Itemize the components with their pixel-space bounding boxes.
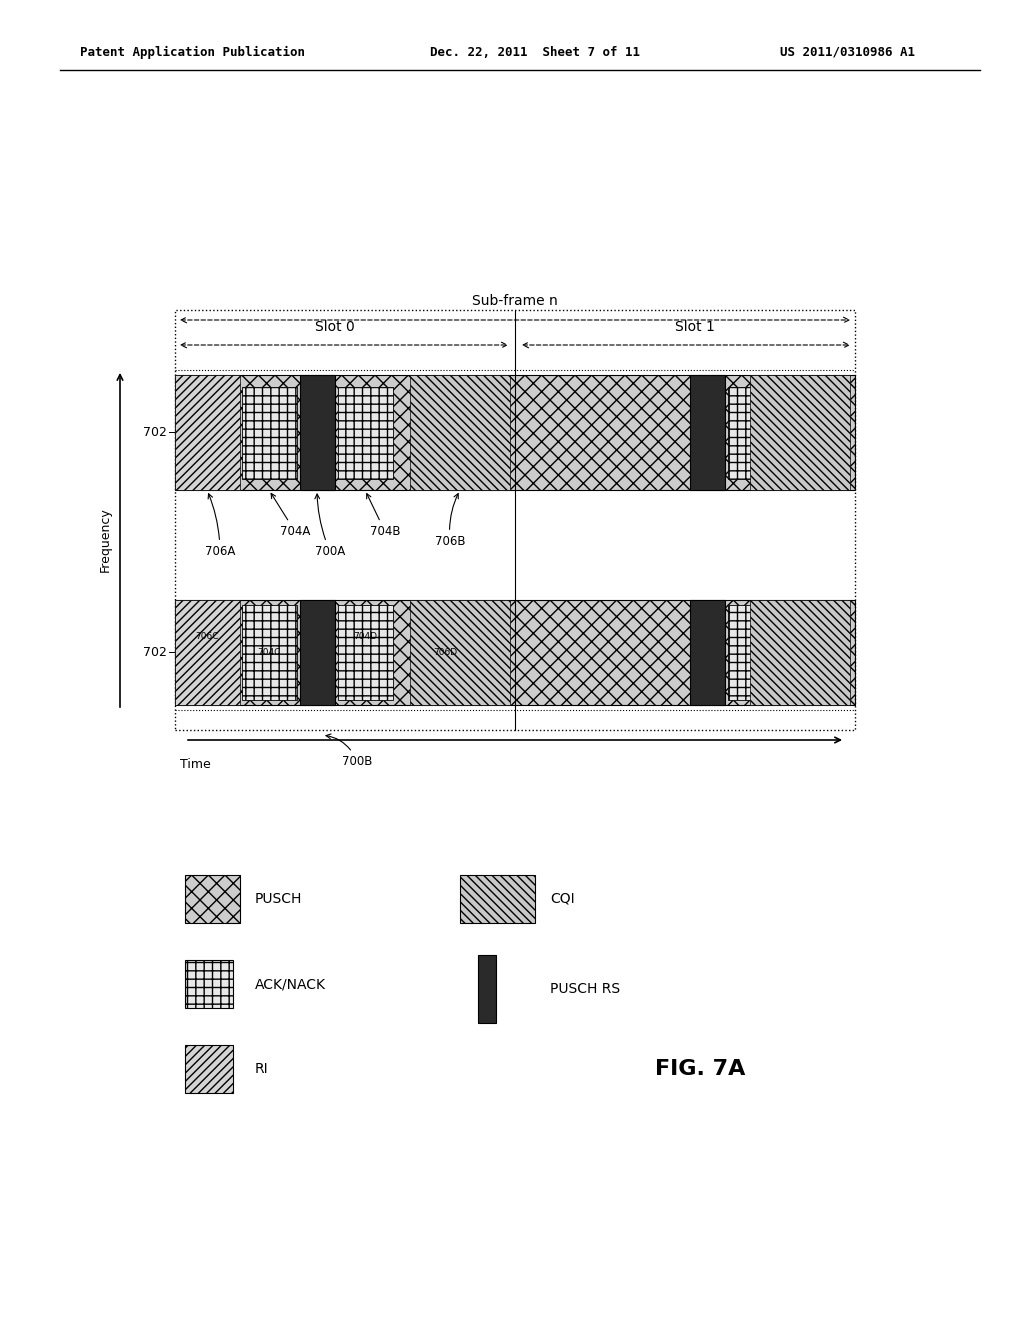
Text: 704D: 704D [353, 632, 377, 642]
Bar [300, 375, 335, 490]
Bar [242, 387, 297, 479]
Bar [175, 601, 240, 705]
Text: RI: RI [255, 1063, 268, 1076]
Bar [410, 375, 510, 490]
Text: Patent Application Publication: Patent Application Publication [80, 45, 305, 58]
Text: 704A: 704A [271, 494, 310, 539]
Text: 702: 702 [143, 425, 167, 438]
Bar [185, 960, 233, 1008]
Bar [728, 606, 783, 700]
Text: 706A: 706A [205, 494, 236, 558]
Text: PUSCH RS: PUSCH RS [550, 982, 621, 997]
Bar [410, 601, 510, 705]
Text: Slot 1: Slot 1 [675, 319, 715, 334]
Bar [750, 375, 850, 490]
Bar [185, 1045, 233, 1093]
Text: Slot 0: Slot 0 [315, 319, 355, 334]
Text: PUSCH: PUSCH [255, 892, 302, 906]
Bar [728, 387, 783, 479]
Text: Frequency: Frequency [98, 508, 112, 573]
Bar [338, 606, 393, 700]
Bar [242, 606, 297, 700]
Bar [175, 375, 240, 490]
Bar [690, 375, 725, 490]
Text: 700B: 700B [326, 734, 372, 768]
Bar [478, 954, 496, 1023]
Text: 702: 702 [143, 645, 167, 659]
Text: Sub-frame n: Sub-frame n [472, 294, 558, 308]
Text: US 2011/0310986 A1: US 2011/0310986 A1 [780, 45, 915, 58]
Text: Time: Time [180, 758, 211, 771]
Text: ACK/NACK: ACK/NACK [255, 977, 326, 991]
Text: 706B: 706B [435, 494, 465, 548]
Text: FIG. 7A: FIG. 7A [654, 1059, 745, 1078]
Bar [185, 875, 240, 923]
Bar [300, 601, 335, 705]
Text: Dec. 22, 2011  Sheet 7 of 11: Dec. 22, 2011 Sheet 7 of 11 [430, 45, 640, 58]
Text: 704C: 704C [257, 648, 281, 657]
Bar [175, 310, 855, 730]
Text: 704B: 704B [367, 494, 400, 539]
Bar [175, 375, 855, 490]
Bar [750, 601, 850, 705]
Text: 700A: 700A [314, 494, 345, 558]
Bar [338, 387, 393, 479]
Text: 706C: 706C [196, 632, 219, 642]
Bar [690, 601, 725, 705]
Text: 706D: 706D [433, 648, 457, 657]
Bar [175, 601, 855, 705]
Bar [460, 875, 535, 923]
Text: CQI: CQI [550, 892, 574, 906]
